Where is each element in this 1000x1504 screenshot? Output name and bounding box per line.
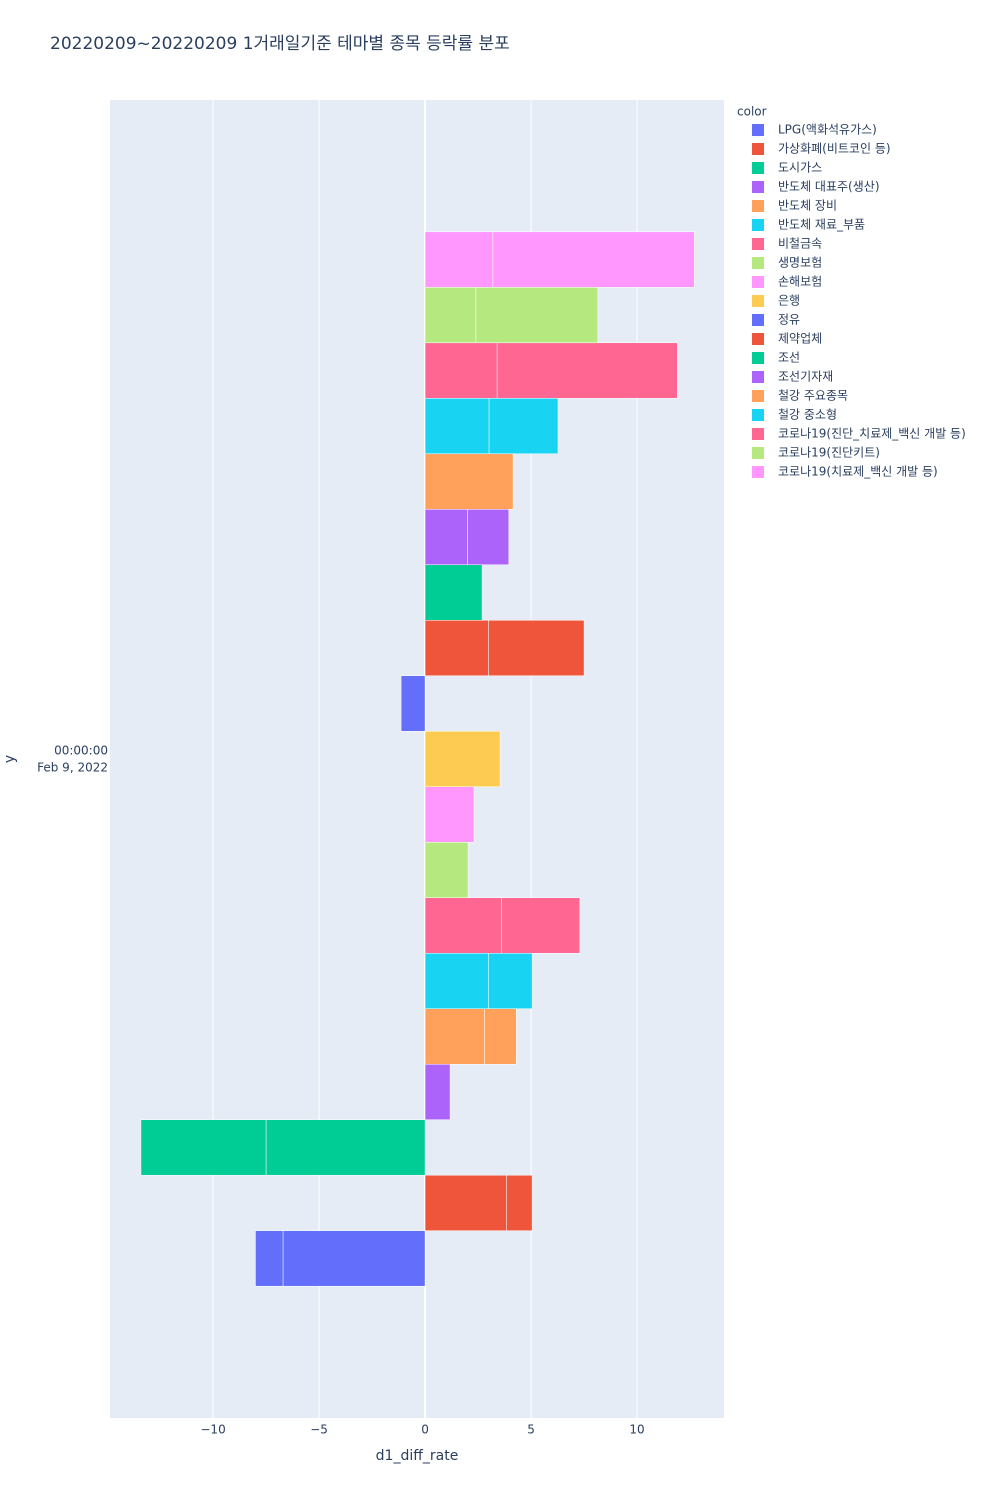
bar	[424, 841, 469, 898]
bar	[506, 1174, 533, 1231]
bar	[265, 1119, 426, 1176]
legend-label: 은행	[778, 293, 800, 308]
legend-swatch	[752, 143, 764, 155]
bar	[255, 1230, 284, 1287]
bar	[492, 231, 695, 288]
bar	[424, 620, 489, 677]
bar	[424, 786, 475, 843]
bar	[140, 1119, 267, 1176]
y-tick-label: Feb 9, 2022	[37, 761, 108, 775]
legend-label: 코로나19(진단키트)	[778, 446, 880, 460]
legend-swatch	[752, 447, 764, 459]
chart-title: 20220209~20220209 1거래일기준 테마별 종목 등락률 분포	[50, 34, 510, 54]
x-tick-label: −5	[310, 1423, 328, 1437]
legend-label: 조선	[778, 351, 800, 365]
x-tick-label: 0	[421, 1423, 429, 1437]
legend-swatch	[752, 238, 764, 250]
legend-label: 조선기자재	[778, 370, 833, 384]
bar	[488, 620, 585, 677]
bar	[488, 398, 559, 455]
legend-swatch	[752, 314, 764, 326]
bar	[501, 897, 581, 954]
legend-label: 철강 주요종목	[778, 389, 848, 403]
bar	[488, 952, 533, 1009]
legend-label: 반도체 대표주(생산)	[778, 180, 880, 194]
legend-swatch	[752, 295, 764, 307]
bar	[496, 342, 678, 399]
bar	[424, 1174, 507, 1231]
x-tick-label: 10	[629, 1423, 644, 1437]
bar	[282, 1230, 426, 1287]
legend-label: 코로나19(치료제_백신 개발 등)	[778, 465, 938, 479]
legend-label: 제약업체	[778, 331, 822, 346]
legend-swatch	[752, 333, 764, 345]
legend-swatch	[752, 200, 764, 212]
legend-swatch	[752, 162, 764, 174]
legend-swatch	[752, 276, 764, 288]
bar	[424, 287, 477, 344]
bar	[424, 453, 514, 510]
legend-label: 코로나19(진단_치료제_백신 개발 등)	[778, 427, 966, 441]
bar	[467, 509, 510, 566]
legend-swatch	[752, 219, 764, 231]
bar	[424, 1063, 451, 1120]
legend-swatch	[752, 371, 764, 383]
legend-label: 손해보험	[778, 275, 822, 289]
legend-swatch	[752, 466, 764, 478]
legend-label: 철강 중소형	[778, 408, 837, 422]
legend-swatch	[752, 124, 764, 136]
legend-swatch	[752, 257, 764, 269]
legend-title: color	[737, 105, 767, 119]
legend-label: 반도체 장비	[778, 199, 837, 213]
legend-swatch	[752, 390, 764, 402]
x-tick-label: −10	[200, 1423, 225, 1437]
bar	[424, 231, 494, 288]
bar	[424, 952, 489, 1009]
bar	[475, 287, 599, 344]
bar	[424, 564, 483, 621]
legend-swatch	[752, 181, 764, 193]
bar	[424, 398, 490, 455]
legend-label: 정유	[778, 313, 800, 327]
y-tick-label: 00:00:00	[54, 744, 108, 758]
bar	[400, 675, 426, 732]
x-axis-label: d1_diff_rate	[376, 1448, 459, 1464]
y-axis-label: y	[2, 755, 18, 763]
legend-label: 도시가스	[778, 161, 822, 175]
legend-label: LPG(액화석유가스)	[778, 123, 877, 137]
bar	[424, 897, 502, 954]
bar	[424, 342, 498, 399]
legend-swatch	[752, 352, 764, 364]
legend-label: 가상화폐(비트코인 등)	[778, 142, 891, 156]
legend-label: 반도체 재료_부품	[778, 218, 865, 232]
bar	[424, 509, 468, 566]
bar	[484, 1008, 517, 1065]
x-tick-label: 5	[527, 1423, 535, 1437]
legend-swatch	[752, 409, 764, 421]
legend-label: 비철금속	[778, 237, 822, 251]
plot-area	[110, 100, 724, 1418]
legend-label: 생명보험	[778, 256, 822, 270]
bar	[424, 1008, 485, 1065]
legend-swatch	[752, 428, 764, 440]
bar	[424, 731, 501, 787]
